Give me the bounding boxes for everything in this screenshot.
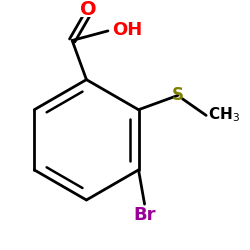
Text: O: O <box>80 0 97 19</box>
Text: S: S <box>172 86 184 104</box>
Text: CH$_3$: CH$_3$ <box>208 105 240 124</box>
Text: OH: OH <box>112 21 143 39</box>
Text: Br: Br <box>133 206 156 224</box>
